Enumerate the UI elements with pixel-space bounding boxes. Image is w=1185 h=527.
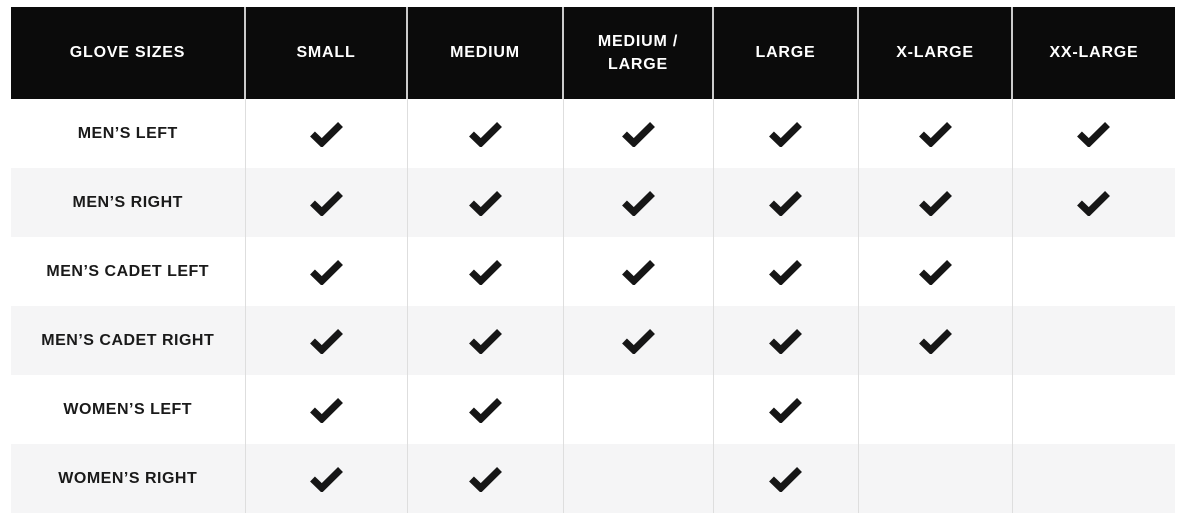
checkmark-icon (468, 466, 502, 492)
size-cell (406, 237, 563, 306)
table-row: MEN’S CADET RIGHT (11, 306, 1175, 375)
size-cell (406, 375, 563, 444)
size-cell (244, 237, 407, 306)
size-cell (406, 306, 563, 375)
size-cell (562, 306, 713, 375)
table-row: MEN’S RIGHT (11, 168, 1175, 237)
header-row: GLOVE SIZES SMALL MEDIUM MEDIUM / LARGE LAR… (11, 7, 1175, 99)
size-cell (1011, 237, 1175, 306)
size-cell (712, 375, 858, 444)
checkmark-icon (621, 121, 655, 147)
size-cell (244, 375, 407, 444)
checkmark-icon (309, 397, 343, 423)
size-cell (406, 99, 563, 168)
size-cell (1011, 99, 1175, 168)
checkmark-icon (769, 259, 802, 285)
checkmark-icon (769, 397, 802, 423)
size-cell (244, 306, 407, 375)
table-row: MEN’S CADET LEFT (11, 237, 1175, 306)
table-body: MEN’S LEFT MEN’S RIGHT MEN’S CADET LEFT MEN… (11, 99, 1175, 513)
size-cell (244, 444, 407, 513)
table-row: MEN’S LEFT (11, 99, 1175, 168)
checkmark-icon (769, 328, 802, 354)
size-cell (406, 168, 563, 237)
checkmark-icon (309, 328, 343, 354)
size-cell (712, 237, 858, 306)
column-header: SMALL (244, 7, 407, 99)
size-cell (562, 237, 713, 306)
column-header: XX-LARGE (1011, 7, 1175, 99)
checkmark-icon (309, 466, 343, 492)
row-label: WOMEN’S LEFT (63, 400, 193, 418)
checkmark-icon (621, 328, 655, 354)
checkmark-icon (468, 190, 502, 216)
checkmark-icon (769, 466, 802, 492)
size-cell (1011, 444, 1175, 513)
size-cell (712, 99, 858, 168)
column-header: MEDIUM / LARGE (562, 7, 713, 99)
checkmark-icon (468, 397, 502, 423)
size-cell (244, 168, 407, 237)
size-cell (406, 444, 563, 513)
column-header: LARGE (712, 7, 858, 99)
row-label: WOMEN’S RIGHT (58, 469, 198, 487)
row-label: MEN’S CADET LEFT (46, 262, 210, 280)
size-cell (1011, 168, 1175, 237)
checkmark-icon (309, 121, 343, 147)
size-cell (712, 168, 858, 237)
checkmark-icon (621, 190, 655, 216)
checkmark-icon (918, 259, 952, 285)
checkmark-icon (468, 328, 502, 354)
size-cell (857, 168, 1012, 237)
size-cell (857, 306, 1012, 375)
size-cell (857, 375, 1012, 444)
size-cell (857, 99, 1012, 168)
size-cell (1011, 306, 1175, 375)
column-header: X-LARGE (857, 7, 1012, 99)
checkmark-icon (468, 259, 502, 285)
checkmark-icon (309, 259, 343, 285)
size-cell (244, 99, 407, 168)
checkmark-icon (468, 121, 502, 147)
checkmark-icon (769, 121, 802, 147)
table-row: WOMEN’S RIGHT (11, 444, 1175, 513)
row-label: MEN’S CADET RIGHT (41, 331, 215, 349)
size-cell (712, 444, 858, 513)
size-cell (562, 444, 713, 513)
size-cell (562, 99, 713, 168)
checkmark-icon (621, 259, 655, 285)
size-cell (562, 375, 713, 444)
size-cell (857, 444, 1012, 513)
column-header: MEDIUM (406, 7, 563, 99)
glove-size-table: GLOVE SIZES SMALL MEDIUM MEDIUM / LARGE LAR… (11, 7, 1175, 513)
row-label: MEN’S LEFT (77, 124, 178, 142)
checkmark-icon (918, 328, 952, 354)
size-cell (712, 306, 858, 375)
size-cell (562, 168, 713, 237)
checkmark-icon (1077, 121, 1111, 147)
checkmark-icon (1077, 190, 1111, 216)
checkmark-icon (918, 121, 952, 147)
checkmark-icon (918, 190, 952, 216)
size-cell (1011, 375, 1175, 444)
size-cell (857, 237, 1012, 306)
row-label: MEN’S RIGHT (72, 193, 183, 211)
table-header: GLOVE SIZES SMALL MEDIUM MEDIUM / LARGE LAR… (11, 7, 1175, 99)
table-row: WOMEN’S LEFT (11, 375, 1175, 444)
checkmark-icon (769, 190, 802, 216)
checkmark-icon (309, 190, 343, 216)
corner-header: GLOVE SIZES (11, 7, 245, 99)
